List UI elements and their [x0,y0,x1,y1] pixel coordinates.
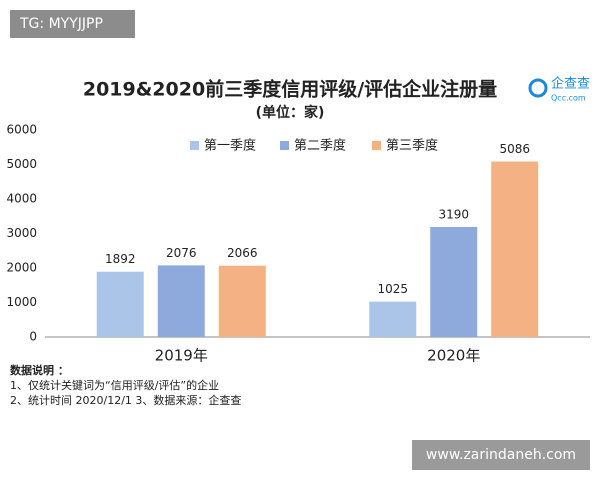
legend-label: 第二季度 [294,138,346,154]
y-tick-label: 1000 [6,295,37,309]
y-tick-label: 4000 [6,192,37,206]
x-tick-label: 2019年 [155,347,208,365]
legend-swatch [372,141,381,150]
note: 2、统计时间 2020/12/1 3、数据来源：企查查 [10,393,241,407]
legend-label: 第一季度 [204,138,256,154]
value-label: 2066 [227,246,258,260]
chart-title: 2019&2020前三季度信用评级/评估企业注册量 [83,78,497,101]
value-label: 1892 [105,252,136,266]
y-tick-label: 2000 [6,261,37,275]
note: 1、仅统计关键词为“信用评级/评估”的企业 [10,378,219,392]
bar [430,226,478,337]
value-label: 2076 [166,246,197,260]
logo-icon [528,78,548,98]
legend-swatch [190,141,199,150]
x-tick-label: 2020年 [427,347,480,365]
note: 数据说明 ： [10,363,69,377]
watermark-box [10,10,135,38]
chart-subtitle: (单位：家) [256,104,325,121]
legend-label: 第三季度 [386,138,438,154]
y-tick-label: 0 [29,330,37,344]
logo-name: 企查查 [551,76,590,92]
bar [157,265,205,337]
y-tick-label: 5000 [6,157,37,171]
bar [491,161,539,337]
watermark: TG: MYYJJPP [19,16,103,32]
watermark-box [412,440,590,470]
y-tick-label: 6000 [6,123,37,137]
bar [369,301,417,337]
logo-domain: Qcc.com [551,94,586,103]
value-label: 5086 [499,142,530,156]
y-tick-label: 3000 [6,226,37,240]
legend-swatch [280,141,289,150]
bar [96,271,144,337]
bar [218,265,266,337]
value-label: 1025 [377,282,408,296]
value-label: 3190 [438,207,469,221]
watermark: www.zarindaneh.com [426,447,576,463]
